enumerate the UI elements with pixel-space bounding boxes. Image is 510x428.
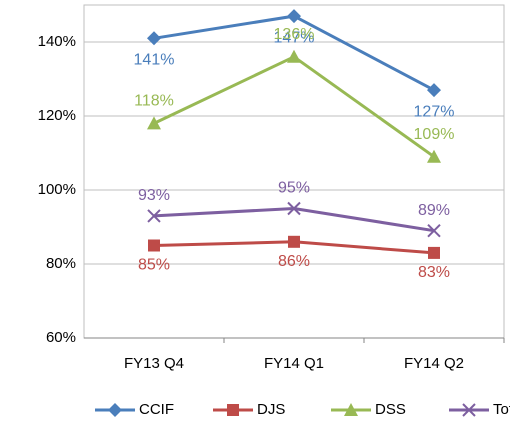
y-tick-label: 140% <box>38 33 76 50</box>
data-label: 85% <box>138 257 170 274</box>
data-label: 95% <box>278 180 310 197</box>
point-marker <box>147 31 161 46</box>
legend-label: CCIF <box>139 401 174 418</box>
data-label: 93% <box>138 187 170 204</box>
y-tick-label: 80% <box>46 255 76 272</box>
point-marker <box>288 235 300 248</box>
legend-label: Total <box>493 401 510 418</box>
point-marker <box>147 209 161 223</box>
x-tick-label: FY14 Q1 <box>264 355 324 372</box>
y-tick-label: 100% <box>38 181 76 198</box>
point-marker <box>427 83 441 98</box>
legend-marker <box>108 403 122 417</box>
point-marker <box>147 116 161 130</box>
y-tick-label: 120% <box>38 107 76 124</box>
data-label: 83% <box>418 264 450 281</box>
point-marker <box>148 239 160 252</box>
data-label: 118% <box>134 93 174 110</box>
data-label: 89% <box>418 202 450 219</box>
data-label: 86% <box>278 253 310 270</box>
data-label: 147% <box>274 29 315 46</box>
series-line <box>153 206 435 233</box>
point-marker <box>287 201 301 216</box>
y-tick-label: 60% <box>46 329 76 346</box>
series-line <box>153 55 435 158</box>
data-label: 136% <box>274 26 315 43</box>
point-marker <box>287 49 301 63</box>
point-marker <box>427 149 441 163</box>
x-tick-label: FY14 Q2 <box>404 355 464 372</box>
legend-marker <box>344 403 358 416</box>
legend-marker <box>462 403 476 417</box>
data-label: 109% <box>414 126 455 143</box>
x-tick-label: FY13 Q4 <box>124 355 184 372</box>
legend-label: DSS <box>375 401 406 418</box>
legend-label: DJS <box>257 401 285 418</box>
data-label: 141% <box>134 52 175 69</box>
point-marker <box>427 223 441 238</box>
data-label: 127% <box>414 103 455 120</box>
legend-marker <box>227 404 239 416</box>
point-marker <box>287 9 301 24</box>
point-marker <box>428 246 440 259</box>
